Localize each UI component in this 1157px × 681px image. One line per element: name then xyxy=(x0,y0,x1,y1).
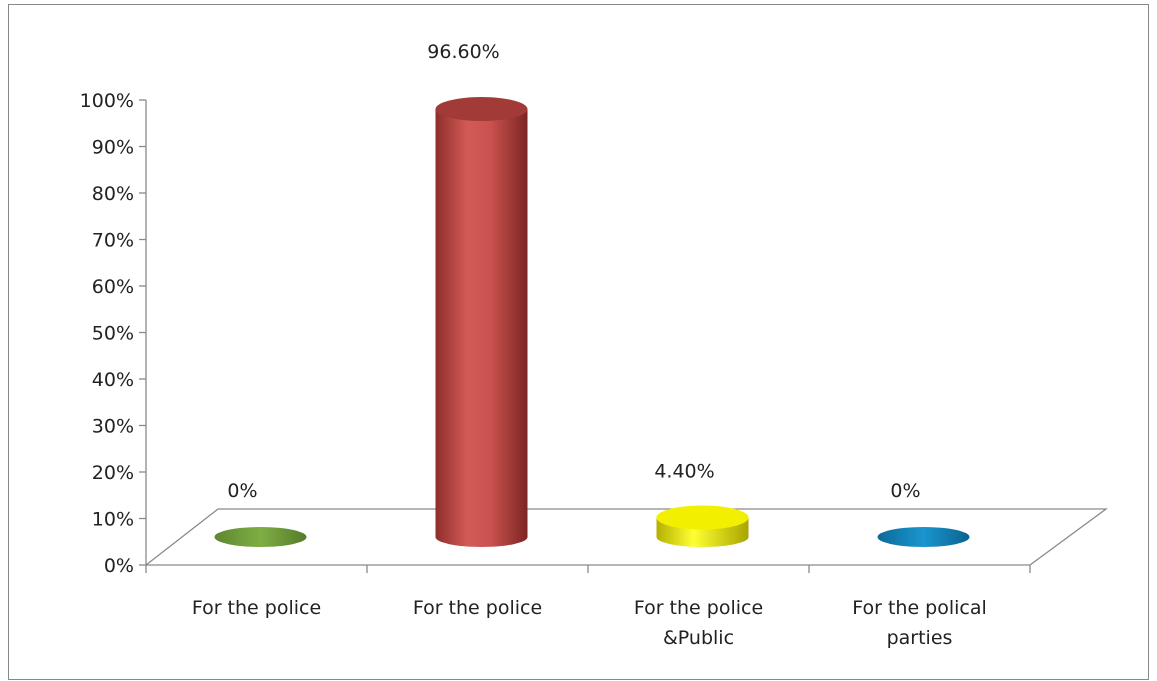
category-label-line: &Public xyxy=(663,627,734,649)
y-tick-label: 0% xyxy=(104,555,134,577)
category-labels: For the police For the police For the poli… xyxy=(192,597,987,649)
category-label: For the police &Public xyxy=(634,597,763,649)
y-axis: 0% 10% 20% 30% 40% 50% 60% 70% 80% 90% 100% xyxy=(80,90,146,577)
y-tick-label: 70% xyxy=(92,230,134,252)
category-label-line: parties xyxy=(887,627,953,649)
data-label: 4.40% xyxy=(654,461,714,483)
bars xyxy=(214,97,970,547)
bar xyxy=(214,527,307,547)
bar-top xyxy=(435,97,528,122)
category-label: For the police xyxy=(192,597,321,619)
y-tick-label: 80% xyxy=(92,183,134,205)
category-label: For the police xyxy=(413,597,542,619)
y-tick-label: 90% xyxy=(92,137,134,159)
y-tick-label: 20% xyxy=(92,462,134,484)
bar-body xyxy=(435,109,528,547)
category-label-line: For the police xyxy=(192,597,321,619)
bar-top xyxy=(214,527,307,547)
y-tick-label: 50% xyxy=(92,323,134,345)
y-tick-label: 10% xyxy=(92,509,134,531)
y-tick-label: 100% xyxy=(80,90,134,112)
y-tick-label: 30% xyxy=(92,416,134,438)
category-label-line: For the police xyxy=(634,597,763,619)
bar-top xyxy=(877,527,970,547)
y-tick-label: 40% xyxy=(92,369,134,391)
chart-border xyxy=(8,4,1149,680)
bar xyxy=(656,505,749,547)
data-labels: 0% 96.60% 4.40% 0% xyxy=(227,41,920,502)
data-label: 96.60% xyxy=(427,41,499,63)
category-label-line: For the police xyxy=(413,597,542,619)
bar-top xyxy=(656,505,749,530)
x-axis xyxy=(145,565,1031,573)
bar xyxy=(877,527,970,547)
axis-frame xyxy=(145,100,1108,566)
y-tick-label: 60% xyxy=(92,276,134,298)
floor-outline xyxy=(145,508,1108,566)
bar xyxy=(435,97,528,547)
category-label-line: For the polical xyxy=(852,597,987,619)
data-label: 0% xyxy=(890,480,920,502)
category-label: For the polical parties xyxy=(852,597,987,649)
data-label: 0% xyxy=(227,480,257,502)
